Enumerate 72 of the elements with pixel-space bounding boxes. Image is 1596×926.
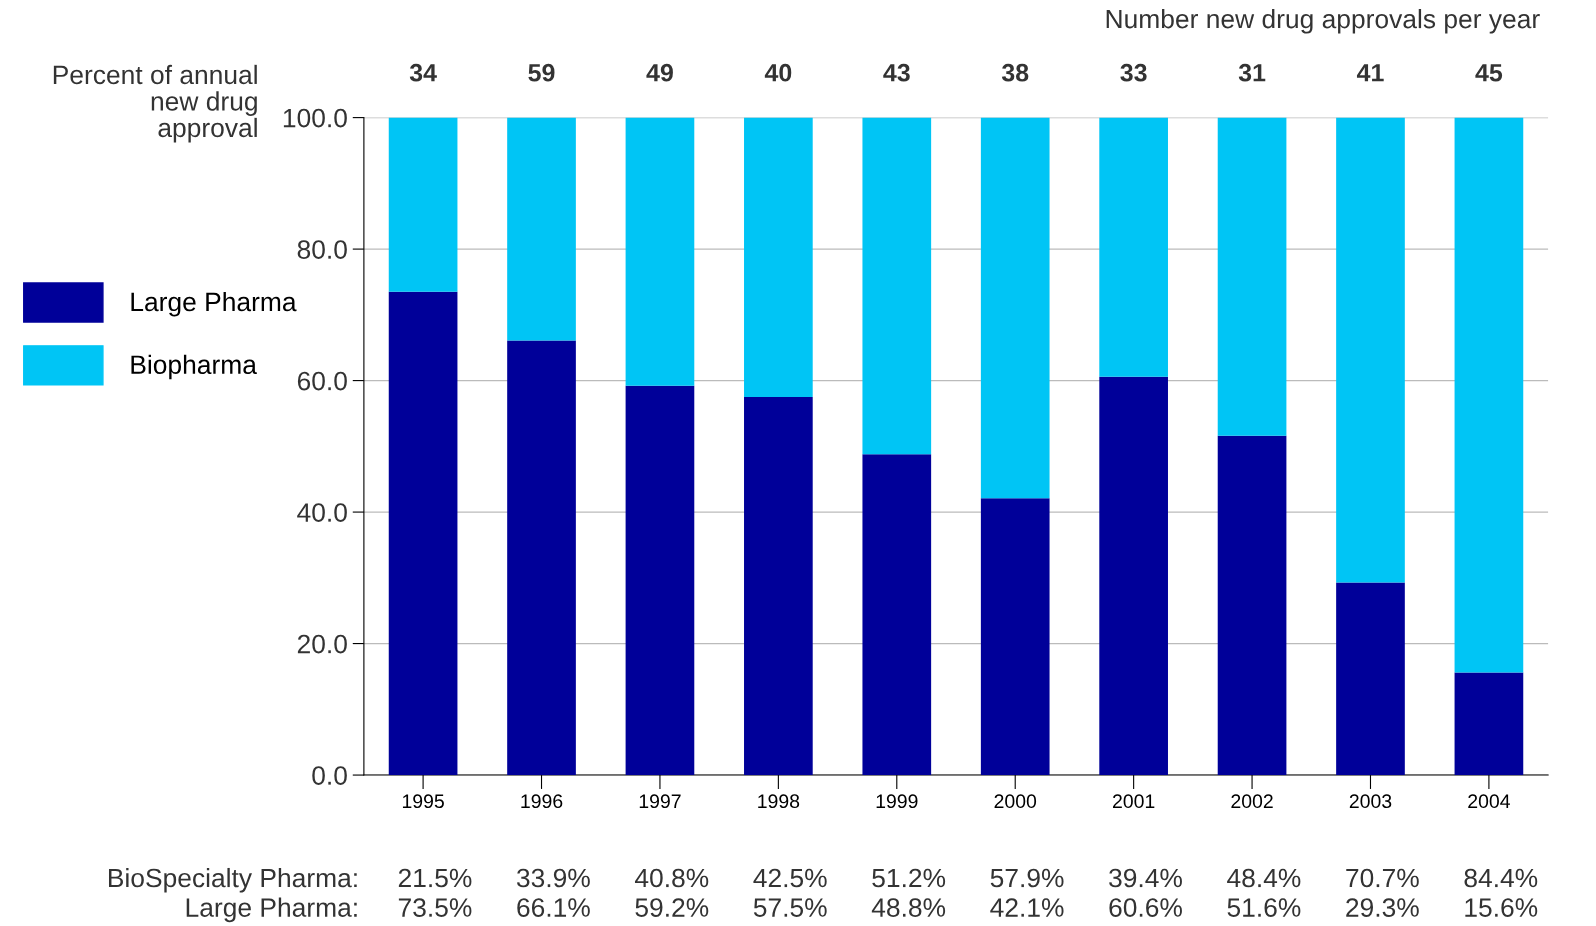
y-tick-label: 80.0	[297, 240, 347, 259]
text: 38	[1001, 63, 1029, 82]
bar	[980, 117, 1050, 499]
bar	[507, 340, 576, 776]
text: 84.4%	[1464, 868, 1538, 888]
x-tick-label: 2003	[1349, 794, 1392, 809]
x-tick-label: 2001	[1112, 794, 1155, 809]
text: 40.8%	[634, 868, 709, 888]
y-axis-title: Percent of annual new drug approval	[53, 64, 257, 143]
bar	[1217, 117, 1287, 436]
text: 48.8%	[871, 898, 946, 917]
text: 51.2%	[872, 868, 946, 888]
text: 41	[1356, 64, 1384, 82]
x-tick-label: 2004	[1468, 794, 1510, 809]
text: 42.5%	[753, 868, 827, 888]
text: 31	[1238, 63, 1266, 82]
text: 70.7%	[1346, 868, 1419, 888]
text: 40	[764, 63, 792, 82]
text: 33	[1120, 63, 1147, 82]
text: 57.9%	[990, 868, 1064, 888]
bar	[1099, 376, 1168, 776]
text: Large Pharma:	[186, 897, 357, 923]
bar	[1454, 672, 1524, 776]
text: 49	[646, 63, 673, 82]
bar	[507, 117, 576, 341]
bar	[1336, 117, 1405, 583]
bar	[744, 117, 813, 398]
text: 33.9%	[516, 868, 590, 888]
legend-label: Biopharma	[131, 354, 257, 380]
text: 59.2%	[635, 898, 709, 917]
bar	[625, 117, 695, 386]
bar	[388, 291, 458, 776]
y-tick-label: 100.0	[283, 108, 347, 128]
bar	[862, 454, 932, 776]
bar	[625, 385, 695, 776]
text: 66.1%	[517, 898, 590, 917]
text: 73.5%	[398, 898, 472, 917]
x-tick-label: 1998	[758, 794, 800, 809]
bar	[744, 397, 813, 776]
x-tick-label: 1999	[876, 794, 918, 809]
legend-label: Large Pharma	[131, 291, 297, 317]
text: 42.1%	[990, 898, 1064, 917]
y-tick-label: 60.0	[297, 371, 347, 391]
y-tick-label: 0.0	[312, 766, 347, 785]
bar	[388, 117, 458, 292]
bar	[980, 498, 1050, 776]
y-tick-label: 40.0	[297, 503, 347, 522]
bar	[862, 117, 932, 455]
bar	[1099, 117, 1168, 377]
text: 43	[883, 63, 910, 82]
text: 59	[528, 63, 555, 82]
text: 15.6%	[1465, 898, 1538, 917]
x-tick-label: 1996	[521, 794, 563, 809]
text: 21.5%	[398, 868, 472, 888]
x-tick-label: 2000	[994, 794, 1037, 809]
text: 45	[1475, 64, 1503, 82]
text: 51.6%	[1227, 898, 1301, 917]
text: Number new drug approvals per year	[1106, 9, 1540, 34]
text: 60.6%	[1109, 898, 1182, 917]
x-tick-label: 2002	[1231, 794, 1273, 809]
text: BioSpecialty Pharma:	[109, 867, 357, 893]
text: 57.5%	[753, 898, 827, 917]
bar	[1454, 117, 1524, 673]
text: 29.3%	[1346, 898, 1419, 917]
bar	[1336, 582, 1405, 776]
x-tick-label: 1997	[639, 794, 681, 809]
text: 34	[409, 63, 437, 82]
bar	[1217, 435, 1287, 776]
x-tick-label: 1995	[402, 794, 444, 809]
text: 39.4%	[1109, 868, 1182, 888]
text: 48.4%	[1227, 868, 1301, 888]
y-tick-label: 20.0	[297, 634, 347, 654]
